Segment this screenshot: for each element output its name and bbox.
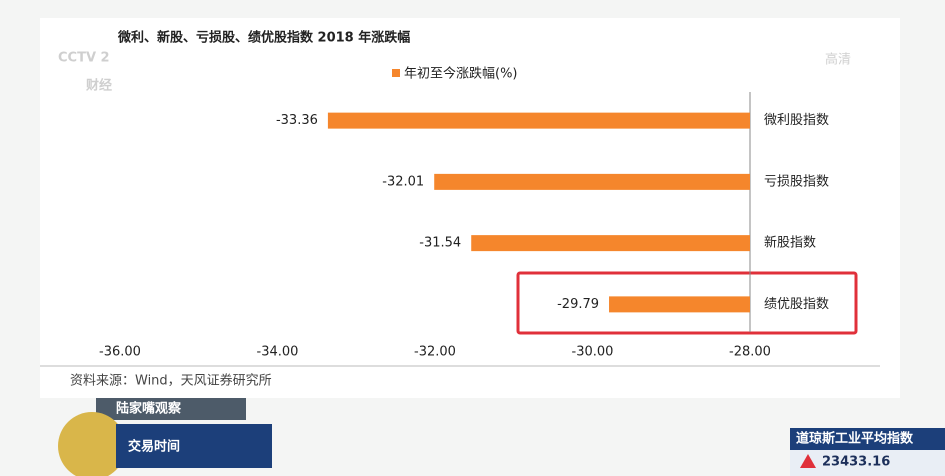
ticker-body bbox=[790, 450, 945, 476]
bar bbox=[609, 296, 750, 313]
category-label: 亏损股指数 bbox=[764, 174, 829, 189]
source: 资料来源：Wind，天风证券研究所 bbox=[70, 373, 272, 389]
value-label: -32.01 bbox=[382, 174, 424, 189]
legend-label: 年初至今涨跌幅(%) bbox=[404, 66, 518, 82]
legend-swatch bbox=[392, 69, 400, 77]
x-tick-label: -34.00 bbox=[257, 345, 299, 360]
bar bbox=[471, 235, 750, 252]
channel: 财经 bbox=[86, 78, 112, 94]
program-sub: 陆家嘴观察 bbox=[116, 401, 182, 417]
logo: CCTV 2 bbox=[58, 51, 110, 66]
category-label: 微利股指数 bbox=[764, 113, 829, 128]
highlight-box bbox=[516, 271, 858, 335]
program-emblem bbox=[58, 412, 126, 476]
program-box bbox=[116, 424, 272, 468]
ticker-name: 道琼斯工业平均指数 bbox=[796, 431, 914, 447]
value-label: -31.54 bbox=[419, 236, 461, 251]
bar bbox=[434, 173, 750, 190]
bar bbox=[327, 112, 750, 129]
category-label: 新股指数 bbox=[764, 235, 816, 251]
x-tick-label: -36.00 bbox=[99, 345, 141, 360]
x-tick-label: -28.00 bbox=[729, 345, 771, 360]
ticker-value: 23433.16 bbox=[822, 455, 890, 470]
value-label: -33.36 bbox=[276, 113, 318, 128]
x-tick-label: -32.00 bbox=[414, 345, 456, 360]
panel bbox=[40, 18, 900, 398]
value-label: -29.79 bbox=[557, 297, 599, 312]
category-label: 绩优股指数 bbox=[764, 297, 829, 312]
hd-badge: 高清 bbox=[825, 52, 851, 68]
ticker-head bbox=[790, 428, 945, 450]
program: 交易时间 bbox=[128, 439, 180, 455]
up-arrow bbox=[800, 454, 816, 468]
x-tick-label: -30.00 bbox=[572, 345, 614, 360]
caption-bar bbox=[96, 398, 246, 420]
chart-title: 微利、新股、亏损股、绩优股指数 2018 年涨跌幅 bbox=[117, 30, 410, 46]
